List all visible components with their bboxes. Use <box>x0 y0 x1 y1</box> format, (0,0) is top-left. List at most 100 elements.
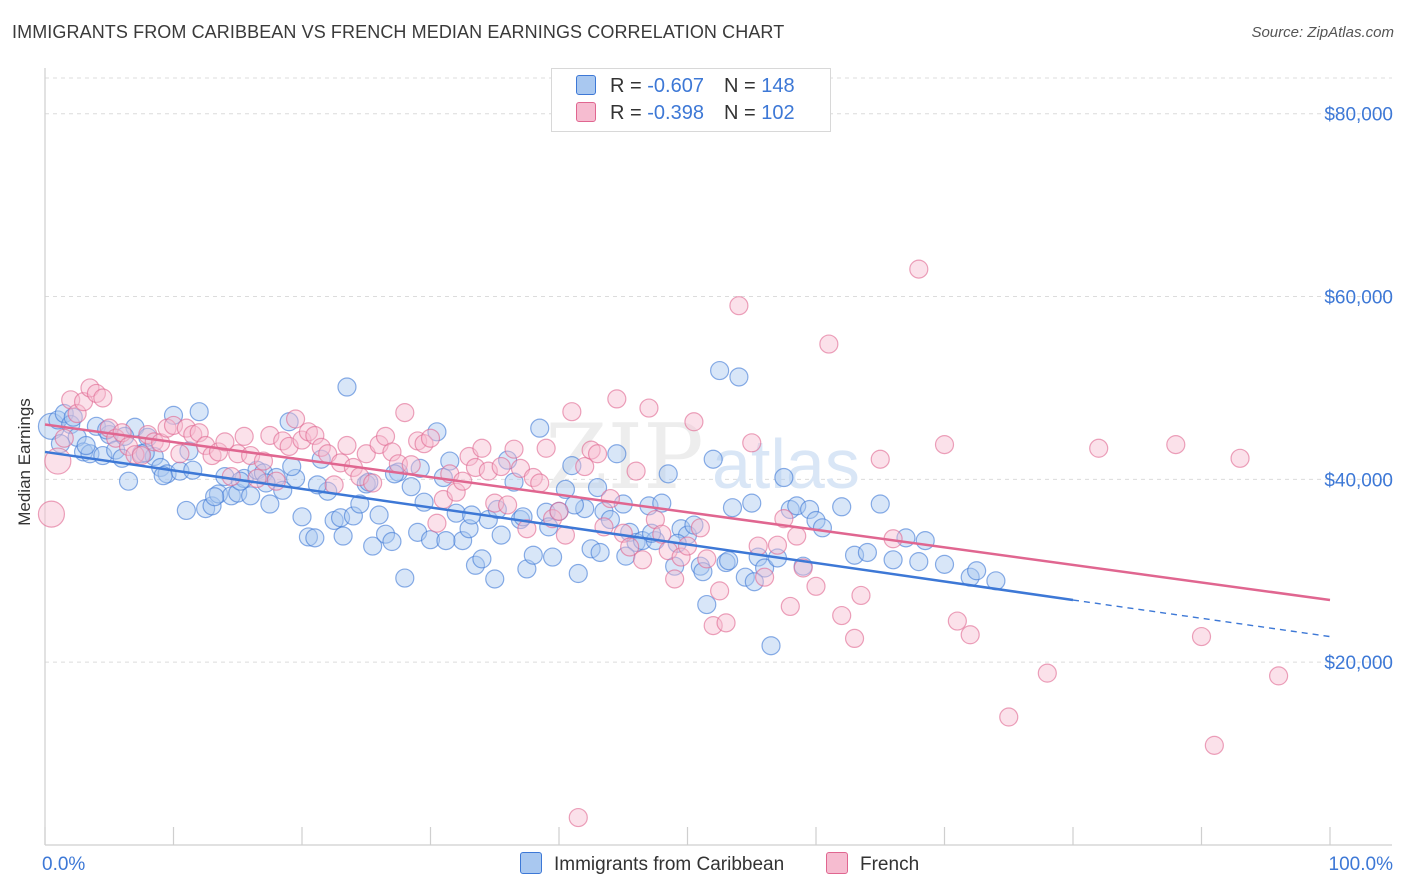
data-point <box>909 552 929 572</box>
data-point <box>600 509 621 530</box>
axes <box>44 68 1392 846</box>
data-point <box>857 542 878 563</box>
data-point <box>285 409 306 429</box>
data-point <box>260 494 280 514</box>
series-legend-caribbean[interactable]: Immigrants from Caribbean <box>520 852 784 876</box>
data-point <box>350 494 370 514</box>
data-point <box>176 500 196 521</box>
correlation-legend: R = -0.607 N = 148 R = -0.398 N = 102 <box>551 68 831 132</box>
data-point <box>754 567 775 587</box>
data-point <box>568 807 588 828</box>
data-point <box>999 707 1019 727</box>
data-point <box>851 585 871 606</box>
data-point <box>735 567 755 587</box>
data-point <box>395 403 415 423</box>
legend-row-french: R = -0.398 N = 102 <box>576 102 795 128</box>
data-point <box>632 550 653 570</box>
data-point <box>215 432 235 452</box>
data-point <box>587 444 608 464</box>
y-axis-label: Median Earnings <box>15 398 34 526</box>
data-point <box>369 505 389 525</box>
data-point <box>542 547 563 567</box>
data-point <box>420 530 441 550</box>
data-point <box>247 468 267 489</box>
data-point <box>716 613 736 633</box>
series-legend-french[interactable]: French <box>826 852 919 876</box>
data-point <box>652 524 672 544</box>
data-point <box>131 445 151 466</box>
data-point <box>819 334 839 354</box>
data-point <box>799 499 820 520</box>
series-french-points <box>37 259 1289 828</box>
data-point <box>607 444 627 464</box>
data-point <box>639 398 659 418</box>
data-point <box>722 498 743 518</box>
data-point <box>478 461 498 481</box>
data-point <box>587 477 608 498</box>
data-point <box>693 562 713 582</box>
data-point <box>337 435 357 456</box>
y-tick-labels: $20,000 $40,000 $60,000 $80,000 <box>1324 105 1393 674</box>
data-point <box>909 259 929 279</box>
watermark-atlas: atlas <box>712 425 860 503</box>
legend-swatch-caribbean <box>576 75 596 95</box>
data-point <box>37 500 66 528</box>
data-point <box>292 507 312 527</box>
data-point <box>1037 663 1057 683</box>
data-point <box>382 442 402 462</box>
data-point <box>742 433 762 453</box>
data-point <box>748 536 768 556</box>
series-caribbean-points <box>37 360 1006 656</box>
data-point <box>118 471 139 491</box>
data-point <box>298 527 319 547</box>
data-point <box>253 451 274 471</box>
data-point <box>305 425 325 446</box>
data-point <box>491 456 511 477</box>
data-point <box>744 572 764 592</box>
data-point <box>485 569 505 589</box>
data-point <box>465 457 486 478</box>
data-point <box>568 563 588 584</box>
data-point <box>562 402 582 422</box>
data-point <box>305 528 325 548</box>
data-point <box>67 403 87 424</box>
data-point <box>1089 438 1109 458</box>
data-point <box>883 550 903 570</box>
trend-lines <box>44 423 1331 638</box>
data-point <box>343 506 363 526</box>
data-point <box>363 473 383 493</box>
data-point <box>620 537 640 557</box>
data-point <box>472 549 492 569</box>
watermark: ZIP atlas <box>545 405 860 510</box>
data-point <box>333 526 353 546</box>
data-point <box>337 377 357 397</box>
data-point <box>774 509 794 529</box>
data-point <box>719 551 739 571</box>
x-tick-labels: 0.0% 100.0% <box>42 854 1393 875</box>
data-point <box>54 428 74 448</box>
data-point <box>960 625 980 645</box>
trend-line-caribbean <box>44 450 1074 602</box>
data-point <box>774 467 794 488</box>
data-point <box>1230 448 1250 468</box>
data-point <box>536 438 556 458</box>
data-point <box>453 530 473 551</box>
y-tick-label: $40,000 <box>1324 470 1393 491</box>
data-point <box>812 518 833 538</box>
data-point <box>363 536 383 556</box>
y-tick-label: $20,000 <box>1324 653 1393 674</box>
data-point <box>153 466 173 486</box>
data-point <box>665 569 685 589</box>
data-point <box>401 455 421 475</box>
series-legend-label: Immigrants from Caribbean <box>554 854 785 875</box>
data-point <box>575 499 595 519</box>
data-point <box>1204 735 1224 755</box>
data-point <box>183 460 203 480</box>
data-point <box>472 438 492 458</box>
legend-n-label: N = <box>723 75 762 97</box>
y-tick-label: $80,000 <box>1324 105 1393 126</box>
data-point <box>703 449 723 469</box>
series-legend-swatch-caribbean <box>520 852 542 874</box>
data-point <box>684 412 704 432</box>
data-point <box>690 518 710 538</box>
